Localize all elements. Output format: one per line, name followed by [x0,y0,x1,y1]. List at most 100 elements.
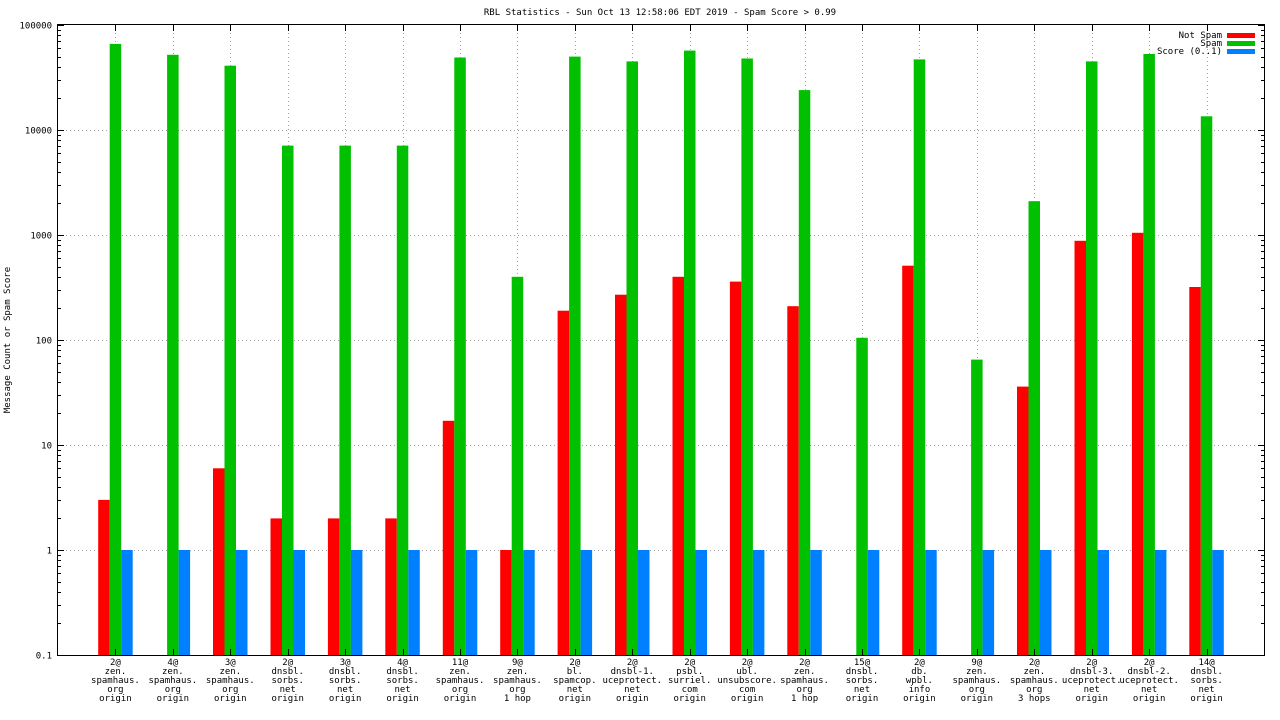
x-tick-label-line: 2@ [569,658,580,668]
bar-not-spam [213,468,225,655]
x-tick-label-line: info [909,685,931,695]
x-tick-label-line: spamcop. [553,676,596,686]
x-tick-label-line: origin [271,694,304,704]
bar-not-spam [902,265,914,655]
x-tick-label: 2@ ubl. unsubscore. com origin [717,658,777,704]
x-tick-label-line: zen. [966,667,988,677]
x-tick-label-line: net [337,685,353,695]
x-tick-label-line: 9@ [971,658,982,668]
x-tick-label-line: surriel. [668,676,711,686]
bar-spam [454,57,466,655]
x-tick-label-line: psbl. [676,667,703,677]
legend-swatch [1227,33,1255,38]
x-tick-label: 11@ zen. spamhaus. org origin [436,658,485,704]
x-tick-label-line: 2@ [627,658,638,668]
x-tick-label-line: origin [903,694,936,704]
bar-not-spam [729,281,742,655]
y-tick-label: 1 [47,547,52,557]
bar-score-0-1 [293,550,305,655]
x-tick-label: 2@ db. wpbl. info origin [903,658,936,704]
bar-not-spam [500,550,512,655]
y-tick-label: 0.1 [36,652,52,662]
x-tick-label-line: zen. [219,667,241,677]
bars-layer [98,43,1224,656]
x-tick-label-line: 2@ [1029,658,1040,668]
x-tick-label-line: org [107,685,123,695]
x-tick-label-line: spamhaus. [493,676,542,686]
x-tick-label: 15@ dnsbl. sorbs. net origin [846,658,879,704]
bar-spam [1028,201,1040,655]
bar-spam [511,276,524,655]
bar-not-spam [1131,232,1144,656]
x-tick-label: 3@ zen. spamhaus. org origin [206,658,255,704]
bar-score-0-1 [925,550,937,655]
bar-not-spam [98,499,110,655]
x-tick-label-line: dnsbl. [846,667,879,677]
x-tick-label-line: dnsbl. [271,667,304,677]
x-tick-label-line: origin [99,694,132,704]
bar-score-0-1 [236,550,248,655]
x-tick-label-line: dnsbl. [1190,667,1223,677]
x-tick-label-line: sorbs. [1190,676,1223,686]
x-tick-label-line: zen. [449,667,471,677]
legend-label: Score (0..1) [1157,47,1222,57]
x-tick-label-line: origin [846,694,879,704]
x-tick-label-line: origin [673,694,706,704]
x-tick-label: 2@ psbl. surriel. com origin [668,658,711,704]
x-tick-label-line: net [394,685,410,695]
bar-not-spam [672,276,684,655]
bar-spam [396,145,409,655]
x-tick-label-line: sorbs. [386,676,419,686]
bar-score-0-1 [350,550,363,655]
x-tick-label-line: org [222,685,238,695]
x-tick-label-line: spamhaus. [780,676,829,686]
bar-spam [1143,54,1155,655]
x-tick-label-line: origin [1133,694,1166,704]
plot-frame [57,24,1265,656]
bar-score-0-1 [178,550,191,655]
x-tick-label-line: unsubscore. [717,676,777,686]
bar-score-0-1 [752,550,765,655]
x-tick-label-line: 1 hop [504,694,531,704]
x-tick-label-line: 3@ [340,658,351,668]
x-tick-label-line: spamhaus. [1010,676,1059,686]
y-axis-label: Message Count or Spam Score [3,267,13,413]
x-tick-label: 4@ zen. spamhaus. org origin [148,658,197,704]
x-tick-label-line: 15@ [854,658,871,668]
x-tick-label-line: 4@ [167,658,178,668]
bar-spam [1086,61,1098,655]
bar-not-spam [442,420,455,655]
x-tick-label: 2@ dnsbl-3. uceprotect. net origin [1062,658,1122,704]
x-tick-label-line: 1 hop [791,694,818,704]
x-tick-label-line: origin [214,694,247,704]
x-tick-label-line: origin [616,694,649,704]
bar-score-0-1 [810,550,822,655]
y-tick-label: 10 [41,442,52,452]
bar-spam [741,58,753,655]
x-tick-label: 2@ bl. spamcop. net origin [553,658,596,704]
x-tick-label-line: net [624,685,640,695]
x-tick-label: 4@ dnsbl. sorbs. net origin [386,658,419,704]
x-tick-label-line: origin [1190,694,1223,704]
bar-score-0-1 [580,550,593,655]
bar-score-0-1 [523,550,535,655]
x-tick-label-line: bl. [567,667,583,677]
x-tick-label-line: net [1198,685,1214,695]
bar-spam [569,56,581,656]
legend-label: Not Spam [1179,31,1222,41]
chart-title: RBL Statistics - Sun Oct 13 12:58:06 EDT… [484,8,836,18]
bar-not-spam [1074,240,1086,656]
bar-spam [913,59,926,655]
x-tick-label-line: 14@ [1198,658,1215,668]
x-tick-label-line: 2@ [684,658,695,668]
x-tick-label-line: org [796,685,812,695]
x-tick-label-line: com [739,685,755,695]
x-tick-label-line: org [452,685,468,695]
x-tick-label-line: zen. [507,667,529,677]
x-tick-label-line: zen. [162,667,184,677]
x-tick-label-line: spamhaus. [91,676,140,686]
x-tick-label: 9@ zen. spamhaus. org 1 hop [493,658,542,704]
bar-not-spam [270,518,282,655]
